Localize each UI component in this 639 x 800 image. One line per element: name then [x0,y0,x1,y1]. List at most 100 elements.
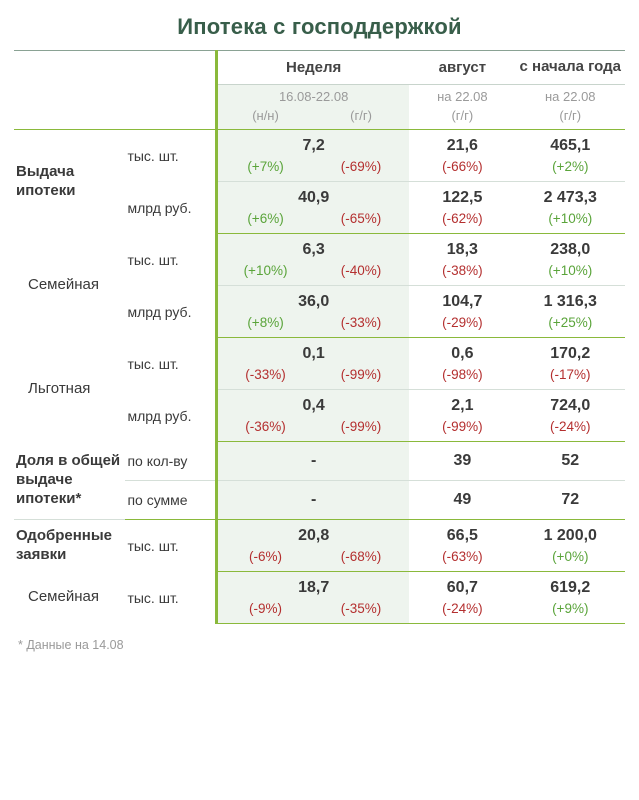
pct-w1: (-36%) [217,417,313,442]
val-ytd: 52 [516,442,625,481]
pct-w1: (+8%) [217,313,313,338]
cat-approved-family: Семейная [14,572,125,624]
unit: млрд руб. [125,390,216,442]
unit: по кол-ву [125,442,216,481]
header-row-sub: (н/н) (г/г) (г/г) (г/г) [14,106,625,130]
pct-ytd: (+0%) [516,547,625,572]
pct-w1: (+10%) [217,261,313,286]
val-week: - [217,442,410,481]
pct-w1: (-9%) [217,599,313,624]
row-approved-r1-val: Одобренные заявки тыс. шт. 20,8 66,5 1 2… [14,520,625,548]
cat-approved: Одобренные заявки [14,520,125,572]
pct-ytd: (+2%) [516,157,625,182]
val-aug: 60,7 [409,572,515,600]
page-title: Ипотека с господдержкой [14,8,625,50]
val-week: 6,3 [217,234,410,262]
pct-aug: (-38%) [409,261,515,286]
pct-aug: (-63%) [409,547,515,572]
pct-aug: (-66%) [409,157,515,182]
hdr-august: август [409,51,515,85]
pct-w2: (-33%) [313,313,409,338]
pct-w2: (-65%) [313,209,409,234]
val-week: 7,2 [217,130,410,158]
val-week: 20,8 [217,520,410,548]
val-week: 0,1 [217,338,410,366]
pct-w2: (-40%) [313,261,409,286]
cat-subsidized: Льготная [14,338,125,442]
pct-aug: (-62%) [409,209,515,234]
row-share-r1: Доля в общей выдаче ипотеки* по кол-ву -… [14,442,625,481]
cat-share: Доля в общей выдаче ипотеки* [14,442,125,520]
val-aug: 0,6 [409,338,515,366]
mortgage-table: Неделя август с начала года 16.08-22.08 … [14,50,625,624]
pct-w2: (-35%) [313,599,409,624]
pct-aug: (-29%) [409,313,515,338]
hdr-ytd-date: на 22.08 [516,85,625,107]
pct-aug: (-99%) [409,417,515,442]
hdr-aug-date: на 22.08 [409,85,515,107]
val-ytd: 1 316,3 [516,286,625,314]
val-aug: 122,5 [409,182,515,210]
val-aug: 21,6 [409,130,515,158]
row-approved-family-r1-val: Семейная тыс. шт. 18,7 60,7 619,2 [14,572,625,600]
unit: тыс. шт. [125,338,216,390]
hdr-week-range: 16.08-22.08 [217,85,410,107]
pct-w2: (-99%) [313,365,409,390]
val-ytd: 72 [516,481,625,520]
pct-ytd: (+25%) [516,313,625,338]
pct-w1: (+7%) [217,157,313,182]
val-week: 18,7 [217,572,410,600]
val-ytd: 2 473,3 [516,182,625,210]
pct-ytd: (-24%) [516,417,625,442]
val-ytd: 465,1 [516,130,625,158]
unit: тыс. шт. [125,130,216,182]
footnote: * Данные на 14.08 [14,624,625,658]
pct-ytd: (-17%) [516,365,625,390]
pct-w1: (-33%) [217,365,313,390]
val-aug: 18,3 [409,234,515,262]
val-ytd: 724,0 [516,390,625,418]
val-aug: 49 [409,481,515,520]
val-ytd: 238,0 [516,234,625,262]
pct-w2: (-68%) [313,547,409,572]
cat-issuance: Выдача ипотеки [14,130,125,234]
hdr-week: Неделя [217,51,410,85]
cat-family: Семейная [14,234,125,338]
pct-ytd: (+10%) [516,209,625,234]
pct-w1: (+6%) [217,209,313,234]
unit: тыс. шт. [125,572,216,624]
report-container: Ипотека с господдержкой Неделя август с … [0,0,639,668]
val-week: 36,0 [217,286,410,314]
header-row-dates: 16.08-22.08 на 22.08 на 22.08 [14,85,625,107]
header-row-top: Неделя август с начала года [14,51,625,85]
row-issuance-r1-val: Выдача ипотеки тыс. шт. 7,2 21,6 465,1 [14,130,625,158]
pct-ytd: (+10%) [516,261,625,286]
val-aug: 2,1 [409,390,515,418]
val-ytd: 1 200,0 [516,520,625,548]
hdr-ytd: с начала года [516,51,625,85]
hdr-nn: (н/н) [217,106,313,130]
hdr-gg-ytd: (г/г) [516,106,625,130]
val-week: - [217,481,410,520]
pct-w2: (-69%) [313,157,409,182]
val-aug: 66,5 [409,520,515,548]
unit: тыс. шт. [125,234,216,286]
pct-aug: (-24%) [409,599,515,624]
pct-ytd: (+9%) [516,599,625,624]
unit: тыс. шт. [125,520,216,572]
val-aug: 104,7 [409,286,515,314]
val-ytd: 619,2 [516,572,625,600]
unit: по сумме [125,481,216,520]
row-family-r1-val: Семейная тыс. шт. 6,3 18,3 238,0 [14,234,625,262]
val-ytd: 170,2 [516,338,625,366]
row-subsidized-r1-val: Льготная тыс. шт. 0,1 0,6 170,2 [14,338,625,366]
val-week: 40,9 [217,182,410,210]
val-aug: 39 [409,442,515,481]
hdr-gg-week: (г/г) [313,106,409,130]
pct-aug: (-98%) [409,365,515,390]
unit: млрд руб. [125,182,216,234]
pct-w2: (-99%) [313,417,409,442]
val-week: 0,4 [217,390,410,418]
hdr-gg-aug: (г/г) [409,106,515,130]
unit: млрд руб. [125,286,216,338]
